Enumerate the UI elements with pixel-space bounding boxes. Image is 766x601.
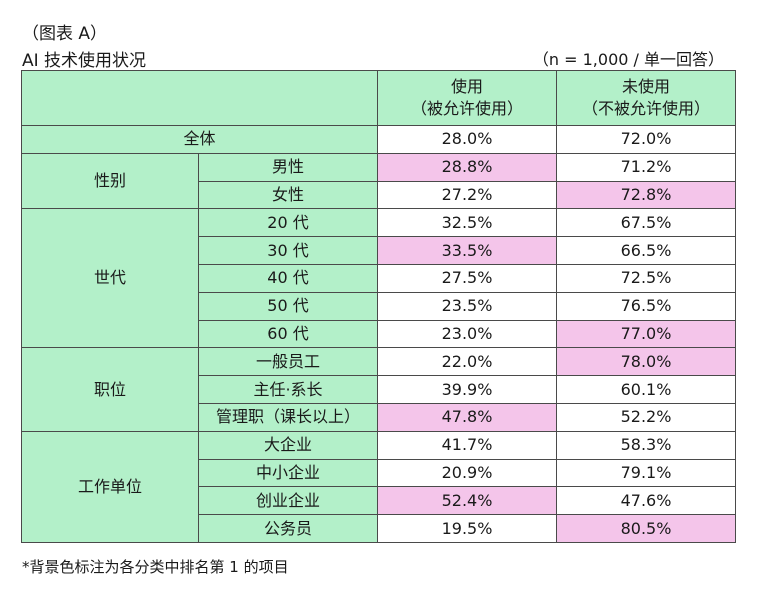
table-row: 工作单位 大企业 41.7% 58.3% [21,430,736,543]
table-row: 60 代 23.0% 77.0% [22,319,736,349]
used-value: 22.0% [377,347,557,377]
table-row: 管理职（课长以上） 47.8% 52.2% [22,402,736,432]
not-used-value: 66.5% [556,236,736,265]
table-row: 世代 20 代 32.5% 67.5% [21,208,736,349]
header-used-label: 使用 [450,77,483,96]
figure-label: （图表 A） [22,24,108,44]
not-used-value: 58.3% [556,430,736,460]
table-row: 40 代 27.5% 72.5% [22,263,736,293]
used-value: 19.5% [377,514,557,543]
not-used-value: 71.2% [556,152,736,182]
used-value: 23.0% [377,319,557,349]
table-row: 性别 男性 28.8% 71.2% [21,152,736,210]
row-label: 大企业 [198,430,378,460]
used-value: 20.9% [377,458,557,488]
used-value: 32.5% [377,208,557,238]
table-row: 职位 一般员工 22.0% 78.0% [21,347,736,432]
table-row: 30 代 33.5% 66.5% [22,236,736,265]
row-label: 50 代 [198,291,378,321]
row-label: 60 代 [198,319,378,349]
usage-table: 使用 （被允许使用） 未使用 （不被允许使用） 全体 28.0% 72.0% 性… [21,70,736,543]
used-value: 27.5% [377,263,557,293]
not-used-value: 78.0% [556,347,736,377]
header-corner [21,70,378,126]
total-label: 全体 [21,125,378,154]
table-row: 公务员 19.5% 80.5% [22,514,736,543]
header-not-used: 未使用 （不被允许使用） [556,70,736,126]
header-used-sublabel: （被允许使用） [410,99,523,118]
used-value: 23.5% [377,291,557,321]
group-label: 世代 [21,208,199,349]
group-label: 工作单位 [21,430,199,543]
not-used-value: 79.1% [556,458,736,488]
not-used-value: 77.0% [556,319,736,349]
total-used: 28.0% [377,125,557,154]
not-used-value: 60.1% [556,375,736,404]
not-used-value: 47.6% [556,486,736,516]
used-value: 41.7% [377,430,557,460]
used-value: 39.9% [377,375,557,404]
footnote: *背景色标注为各分类中排名第 1 的项目 [22,558,289,576]
row-label: 主任·系长 [198,375,378,404]
not-used-value: 52.2% [556,402,736,432]
used-value: 33.5% [377,236,557,265]
group-label: 职位 [21,347,199,432]
header-used: 使用 （被允许使用） [377,70,557,126]
table-row: 女性 27.2% 72.8% [22,180,736,210]
table-row: 中小企业 20.9% 79.1% [22,458,736,488]
row-label: 管理职（课长以上） [198,402,378,432]
row-label: 中小企业 [198,458,378,488]
used-value: 27.2% [377,180,557,210]
row-label: 公务员 [198,514,378,543]
table-title: AI 技术使用状况 [22,51,147,71]
not-used-value: 67.5% [556,208,736,238]
header-not-used-label: 未使用 [621,77,670,96]
total-row: 全体 28.0% 72.0% [21,125,736,154]
row-label: 女性 [198,180,378,210]
used-value: 47.8% [377,402,557,432]
table-row: 50 代 23.5% 76.5% [22,291,736,321]
not-used-value: 80.5% [556,514,736,543]
used-value: 52.4% [377,486,557,516]
header-not-used-sublabel: （不被允许使用） [581,99,710,118]
not-used-value: 72.8% [556,180,736,210]
row-label: 创业企业 [198,486,378,516]
row-label: 一般员工 [198,347,378,377]
total-not-used: 72.0% [556,125,736,154]
sample-note: （n = 1,000 / 单一回答） [532,50,724,69]
group-label: 性别 [21,152,199,210]
not-used-value: 72.5% [556,263,736,293]
header-row: 使用 （被允许使用） 未使用 （不被允许使用） [21,70,736,126]
row-label: 男性 [198,152,378,182]
row-label: 40 代 [198,263,378,293]
used-value: 28.8% [377,152,557,182]
not-used-value: 76.5% [556,291,736,321]
table-row: 创业企业 52.4% 47.6% [22,486,736,516]
row-label: 30 代 [198,236,378,265]
row-label: 20 代 [198,208,378,238]
